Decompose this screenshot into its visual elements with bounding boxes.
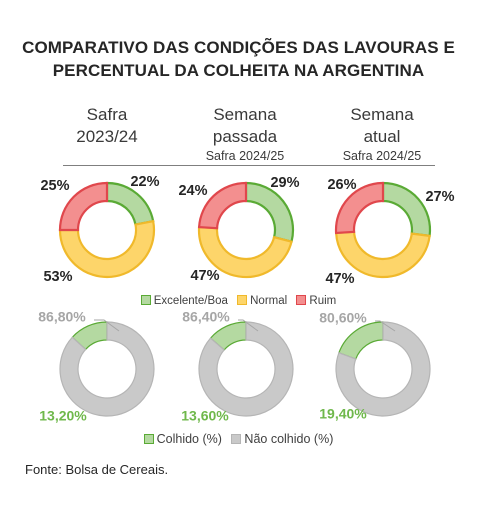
condition-donut-3-label-good: 27% — [425, 189, 454, 205]
harvest-donut-2-label-not-harvested: 86,40% — [182, 309, 230, 325]
condition-donut-2-label-bad: 24% — [178, 183, 207, 199]
column-header-2-line-1: Semana — [213, 105, 277, 124]
harvest-donut-3-slice-not-harvested — [335, 321, 431, 417]
column-header-1-line-1: Safra — [86, 105, 128, 124]
column-header-1: Safra 2023/24 — [42, 104, 172, 148]
harvest-donut-1-leader-line — [94, 319, 120, 332]
condition-donut-1-label-bad: 25% — [40, 178, 69, 194]
legend-label-not-harvested: Não colhido (%) — [244, 432, 334, 446]
legend-item-bad: Ruim — [296, 295, 336, 307]
legend-swatch-not-harvested — [231, 434, 242, 444]
condition-donut-2-slice-normal — [197, 225, 293, 279]
condition-donut-1-slice-bad — [58, 181, 109, 232]
condition-donut-3-label-normal: 47% — [325, 271, 354, 287]
chart-title-line-2: PERCENTUAL DA COLHEITA NA ARGENTINA — [52, 61, 425, 80]
condition-donut-2-slice-bad — [197, 181, 248, 230]
legend-label-bad: Ruim — [309, 295, 337, 307]
column-header-2: Semana passada Safra 2024/25 — [180, 104, 310, 164]
column-header-3: Semana atual Safra 2024/25 — [317, 104, 447, 164]
column-header-1-line-2: 2023/24 — [76, 127, 138, 146]
column-header-3-line-1: Semana — [350, 105, 414, 124]
condition-donut-3-slice-good — [381, 181, 432, 238]
chart-title: COMPARATIVO DAS CONDIÇÕES DAS LAVOURAS E… — [0, 36, 477, 82]
legend-item-harvested: Colhido (%) — [143, 432, 222, 446]
chart-title-line-1: COMPARATIVO DAS CONDIÇÕES DAS LAVOURAS E — [22, 38, 455, 57]
harvest-donut-3-slice-harvested — [338, 321, 384, 360]
harvest-donut-1-label-not-harvested: 86,80% — [38, 309, 86, 325]
condition-donut-3-slice-normal — [334, 230, 431, 279]
harvest-donut-1-slice-not-harvested — [59, 321, 155, 417]
legend-item-good: Excelente/Boa — [140, 295, 228, 307]
legend-label-normal: Normal — [250, 295, 288, 307]
legend-item-normal: Normal — [237, 295, 287, 307]
legend-label-good: Excelente/Boa — [153, 295, 228, 307]
legend-swatch-bad — [296, 295, 307, 305]
source-note: Fonte: Bolsa de Cereais. — [25, 462, 169, 477]
header-divider — [63, 165, 435, 166]
condition-donut-2-label-normal: 47% — [190, 268, 219, 284]
column-header-3-line-2: atual — [363, 127, 401, 146]
harvest-donut-2-label-harvested: 13,60% — [181, 408, 229, 424]
legend-item-not-harvested: Não colhido (%) — [231, 432, 333, 446]
legend-swatch-good — [140, 295, 151, 305]
legend-label-harvested: Colhido (%) — [156, 432, 222, 446]
harvest-donut-3-label-not-harvested: 80,60% — [319, 310, 367, 326]
condition-donut-2-slice-good — [244, 181, 295, 244]
condition-donut-1-slice-normal — [58, 219, 156, 279]
legend-swatch-normal — [237, 295, 248, 305]
condition-donut-3-slice-bad — [334, 181, 385, 235]
column-header-2-subtitle: Safra 2024/25 — [205, 149, 285, 163]
condition-donut-1-label-good: 22% — [130, 174, 159, 190]
condition-donut-3-label-bad: 26% — [327, 177, 356, 193]
harvest-donut-2-slice-not-harvested — [198, 321, 294, 417]
harvest-donut-3-label-harvested: 19,40% — [319, 406, 367, 422]
harvest-donut-3-leader-line — [375, 320, 396, 332]
condition-donut-2-label-good: 29% — [270, 175, 299, 191]
harvest-donut-1-label-harvested: 13,20% — [39, 408, 87, 424]
condition-donut-1-label-normal: 53% — [43, 269, 72, 285]
harvest-donut-2-leader-line — [238, 319, 259, 332]
legend-swatch-harvested — [143, 434, 154, 444]
legend-harvest: Colhido (%) Não colhido (%) — [0, 432, 477, 446]
column-header-2-line-2: passada — [212, 127, 278, 146]
legend-conditions: Excelente/Boa Normal Ruim — [0, 295, 477, 307]
column-header-3-subtitle: Safra 2024/25 — [342, 149, 422, 163]
